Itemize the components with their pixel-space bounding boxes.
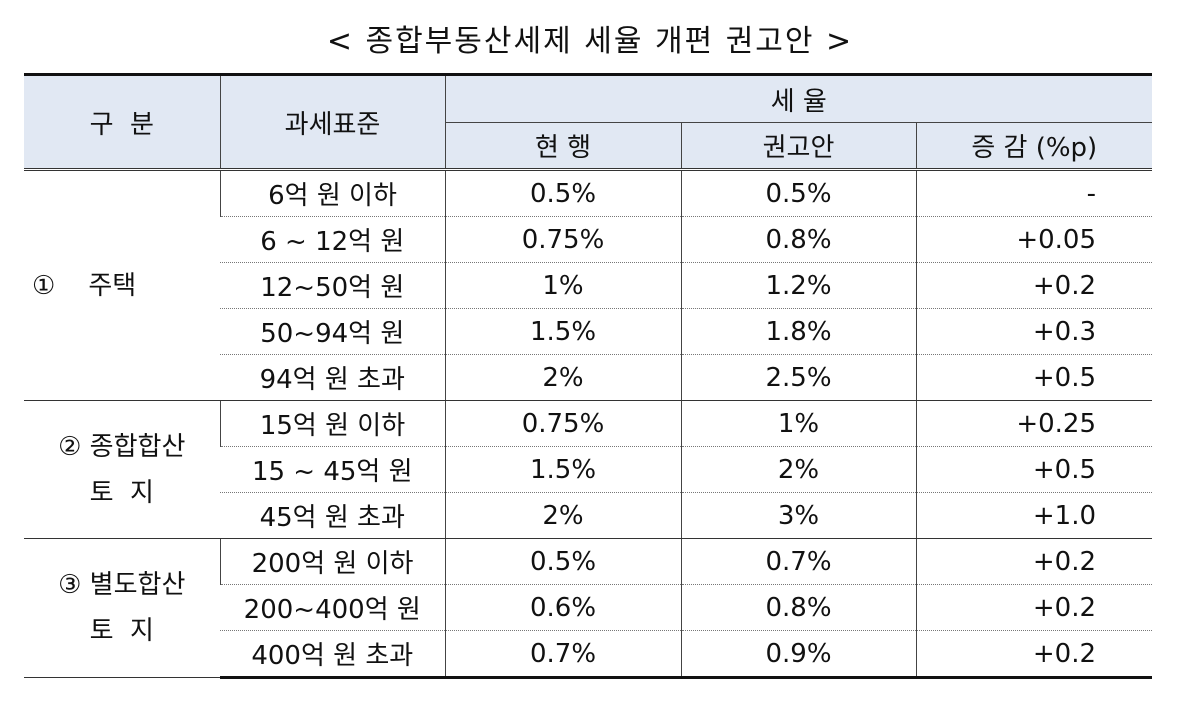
tax-base-cell: 15 ~ 45억 원: [220, 446, 445, 493]
current-rate-cell: 0.5%: [444, 538, 681, 585]
category-cell: ① 주택: [24, 169, 220, 401]
table-row: ② 종합합산 토 지 15억 원 이하 0.75% 1% +0.25: [24, 400, 1153, 539]
header-tax-base: 과세표준: [219, 73, 446, 171]
table-row: ③ 별도합산 토 지 200억 원 이하 0.5% 0.7% +0.2: [24, 538, 1153, 678]
proposal-rate-cell: 0.8%: [680, 584, 916, 631]
change-cell: +0.05: [915, 216, 1153, 263]
current-rate-cell: 1%: [444, 262, 681, 309]
current-rate-cell: 1.5%: [444, 308, 681, 355]
change-cell: +0.3: [915, 308, 1153, 355]
table-title: < 종합부동산세제 세율 개편 권고안 >: [326, 24, 854, 59]
category-label: ② 종합합산: [58, 431, 186, 462]
current-rate-cell: 0.7%: [444, 630, 681, 679]
current-rate-cell: 0.75%: [444, 400, 681, 447]
change-cell: +0.5: [915, 446, 1153, 493]
table-row: 12~50억 원 1% 1.2% +0.2: [24, 262, 1153, 309]
tax-base-cell: 94억 원 초과: [220, 354, 445, 401]
proposal-rate-cell: 0.5%: [680, 169, 916, 217]
tax-base-cell: 50~94억 원: [220, 308, 445, 355]
current-rate-cell: 0.5%: [444, 169, 681, 217]
header-category: 구 분: [24, 73, 221, 171]
proposal-rate-cell: 2.5%: [680, 354, 916, 401]
current-rate-cell: 2%: [444, 354, 681, 401]
current-rate-cell: 0.75%: [444, 216, 681, 263]
category-label: 토 지: [89, 477, 154, 508]
change-cell: +1.0: [915, 492, 1153, 539]
change-cell: +0.25: [915, 400, 1153, 447]
header-current: 현 행: [445, 122, 682, 171]
proposal-rate-cell: 3%: [680, 492, 916, 539]
category-label: ① 주택: [32, 270, 137, 301]
category-label: 토 지: [89, 616, 154, 646]
proposal-rate-cell: 2%: [680, 446, 916, 493]
header-change: 증 감 (%p): [915, 122, 1153, 171]
change-cell: +0.5: [915, 354, 1153, 401]
proposal-rate-cell: 1.2%: [680, 262, 916, 309]
header-tax-rate: 세 율: [444, 73, 1153, 123]
current-rate-cell: 0.6%: [444, 584, 681, 631]
table-row: 94억 원 초과 2% 2.5% +0.5: [24, 354, 1153, 401]
proposal-rate-cell: 0.9%: [680, 630, 916, 679]
current-rate-cell: 1.5%: [444, 446, 681, 493]
tax-base-cell: 200~400억 원: [220, 584, 445, 631]
table-body: ① 주택 6억 원 이하 0.5% 0.5% -6 ~ 12억 원 0.75% 0.8% +0…: [24, 169, 1153, 679]
table-row: ① 주택 6억 원 이하 0.5% 0.5% -: [24, 169, 1153, 401]
change-cell: +0.2: [915, 262, 1153, 309]
header-proposal: 권고안: [680, 122, 917, 171]
proposal-rate-cell: 1%: [680, 400, 916, 447]
table-row: 50~94억 원 1.5% 1.8% +0.3: [24, 308, 1153, 355]
proposal-rate-cell: 1.8%: [680, 308, 916, 355]
table-row: 400억 원 초과 0.7% 0.9% +0.2: [24, 630, 1153, 679]
table-row: 200~400억 원 0.6% 0.8% +0.2: [24, 584, 1153, 631]
change-cell: -: [915, 169, 1153, 217]
table-row: 45억 원 초과 2% 3% +1.0: [24, 492, 1153, 539]
tax-base-cell: 400억 원 초과: [220, 630, 445, 679]
table-row: 6 ~ 12억 원 0.75% 0.8% +0.05: [24, 216, 1153, 263]
change-cell: +0.2: [915, 584, 1153, 631]
category-label: ③ 별도합산: [58, 570, 186, 600]
change-cell: +0.2: [915, 538, 1153, 585]
proposal-rate-cell: 0.8%: [680, 216, 916, 263]
tax-rate-table: 구 분 과세표준 세 율 현 행 권고안 증 감 (%p) ① 주택 6억 원 이…: [24, 73, 1153, 679]
tax-base-cell: 45억 원 초과: [220, 492, 445, 539]
tax-base-cell: 200억 원 이하: [219, 538, 445, 585]
tax-base-cell: 12~50억 원: [220, 262, 445, 309]
table-row: 15 ~ 45억 원 1.5% 2% +0.5: [24, 446, 1153, 493]
change-cell: +0.2: [915, 630, 1153, 679]
proposal-rate-cell: 0.7%: [680, 538, 916, 585]
tax-base-cell: 15억 원 이하: [219, 400, 445, 447]
tax-base-cell: 6 ~ 12억 원: [220, 216, 445, 263]
tax-base-cell: 6억 원 이하: [219, 169, 445, 217]
current-rate-cell: 2%: [444, 492, 681, 539]
